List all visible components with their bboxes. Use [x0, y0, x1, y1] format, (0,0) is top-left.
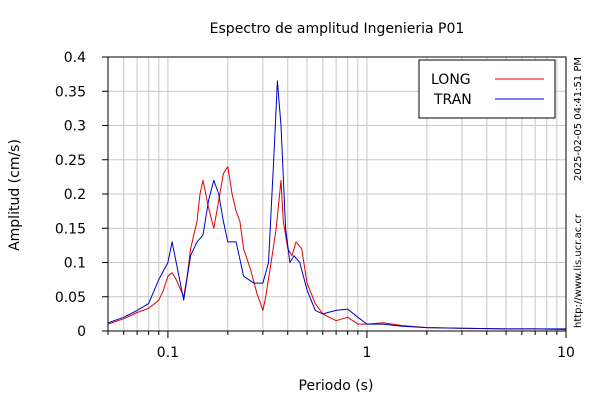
- source-url-label: http://www.lis.ucr.ac.cr: [573, 214, 584, 328]
- y-axis-label: Amplitud (cm/s): [7, 139, 23, 251]
- y-tick-label: 0.25: [55, 153, 86, 169]
- y-tick-label: 0.3: [64, 119, 86, 135]
- y-tick-label: 0.05: [55, 290, 86, 306]
- series-group: [107, 80, 567, 331]
- axis-ticks: 0 0.05 0.1 0.15 0.2 0.25 0.3 0.35 0.4 0.1 1 10: [55, 50, 575, 361]
- y-tick-label: 0.2: [64, 187, 86, 203]
- chart-title: Espectro de amplitud Ingenieria P01: [210, 21, 465, 37]
- timestamp-label: 2025-02-05 04:41:51 PM: [573, 56, 584, 182]
- y-tick-label: 0.35: [55, 84, 86, 100]
- x-tick-label: 10: [557, 345, 575, 361]
- legend-box: [418, 59, 556, 119]
- x-axis-label: Periodo (s): [299, 378, 374, 394]
- y-tick-label: 0.15: [55, 221, 86, 237]
- y-tick-label: 0.4: [64, 50, 86, 66]
- y-tick-label: 0.1: [64, 256, 86, 272]
- x-tick-label: 0.1: [157, 345, 179, 361]
- series-line-tran: [107, 80, 566, 330]
- grid: [107, 57, 567, 331]
- legend: LONG TRAN: [418, 59, 556, 119]
- legend-label-tran: TRAN: [433, 92, 472, 108]
- y-tick-label: 0: [77, 324, 86, 340]
- legend-label-long: LONG: [431, 72, 471, 88]
- series-line-long: [107, 166, 567, 331]
- x-tick-label: 1: [362, 345, 371, 361]
